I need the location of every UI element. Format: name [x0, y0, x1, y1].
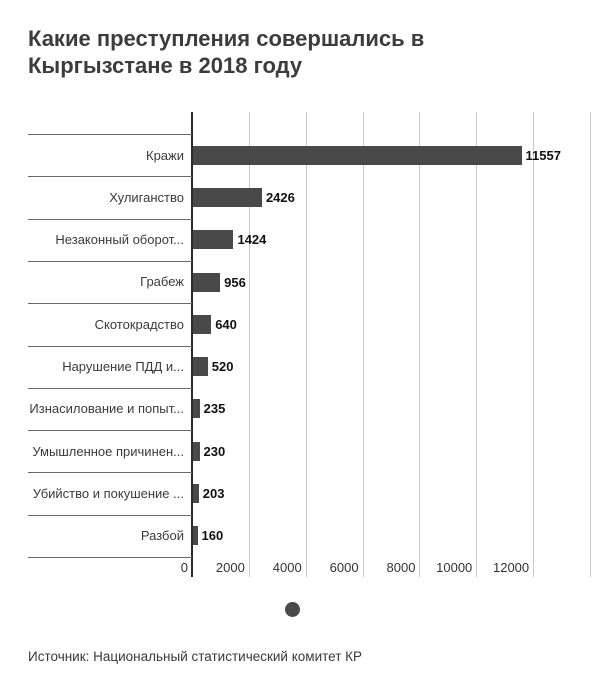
x-tick-label: 12000 — [492, 560, 530, 575]
category-label: Нарушение ПДД и... — [62, 359, 184, 374]
row-separator — [28, 134, 192, 135]
y-axis-line — [191, 112, 193, 577]
gridline-x-2000 — [248, 112, 250, 577]
bar-value-label: 230 — [203, 443, 226, 459]
bar-value-label: 203 — [202, 486, 225, 502]
source-note: Источник: Национальный статистический ко… — [28, 649, 362, 664]
legend-dot-icon — [285, 602, 300, 617]
bar-8 — [193, 441, 200, 461]
row-separator — [28, 345, 192, 347]
x-tick-label: 10000 — [436, 560, 473, 575]
category-label: Кражи — [146, 147, 184, 163]
bar-6 — [193, 357, 208, 377]
row-separator — [28, 387, 192, 389]
bar-value-label: 11557 — [525, 147, 561, 163]
category-label: Умышленное причинен... — [32, 443, 184, 459]
x-tick-label: 2000 — [215, 560, 245, 575]
row-separator — [28, 430, 192, 432]
bar-5 — [193, 314, 212, 334]
row-separator — [28, 176, 192, 178]
bar-2 — [193, 187, 262, 207]
category-label: Грабеж — [140, 274, 184, 290]
row-separator — [28, 472, 192, 474]
gridline-x-8000 — [419, 112, 421, 577]
category-label: Разбой — [140, 528, 184, 544]
category-label: Изнасилование и попыт... — [29, 401, 184, 417]
row-separator — [28, 303, 192, 305]
bar-value-label: 2426 — [265, 189, 295, 205]
row-separator — [28, 514, 192, 516]
chart-title: Какие преступления совершались в Кыргызс… — [28, 26, 425, 78]
bar-1 — [193, 145, 522, 165]
gridline-x-4000 — [305, 112, 307, 577]
bar-10 — [193, 526, 198, 546]
bar-value-label: 520 — [211, 359, 234, 375]
category-label: Скотокрадство — [94, 316, 184, 332]
bar-chart: Кражи 11557 Хулиганство 2426 Незаконный обор… — [28, 112, 591, 577]
bar-3 — [193, 230, 234, 250]
row-separator — [28, 218, 192, 220]
gridline-x-14000 — [590, 112, 591, 577]
x-tick-label: 0 — [180, 560, 188, 575]
row-separator — [28, 557, 192, 558]
bar-7 — [193, 399, 200, 419]
bar-value-label: 235 — [203, 401, 226, 417]
gridline-x-6000 — [362, 112, 364, 577]
category-label: Хулиганство — [109, 189, 184, 205]
x-tick-label: 8000 — [386, 560, 416, 575]
bar-9 — [193, 484, 199, 504]
x-tick-label: 4000 — [272, 560, 302, 575]
gridline-x-10000 — [476, 112, 478, 577]
bar-value-label: 956 — [224, 274, 246, 290]
bar-value-label: 160 — [201, 528, 224, 544]
gridline-x-12000 — [533, 112, 535, 577]
row-separator — [28, 260, 192, 262]
x-tick-label: 6000 — [329, 560, 359, 575]
bar-4 — [193, 272, 221, 292]
bar-value-label: 1424 — [237, 232, 267, 248]
category-label: Незаконный оборот... — [55, 232, 184, 248]
bar-value-label: 640 — [215, 316, 237, 332]
category-label: Убийство и покушение ... — [32, 485, 184, 501]
